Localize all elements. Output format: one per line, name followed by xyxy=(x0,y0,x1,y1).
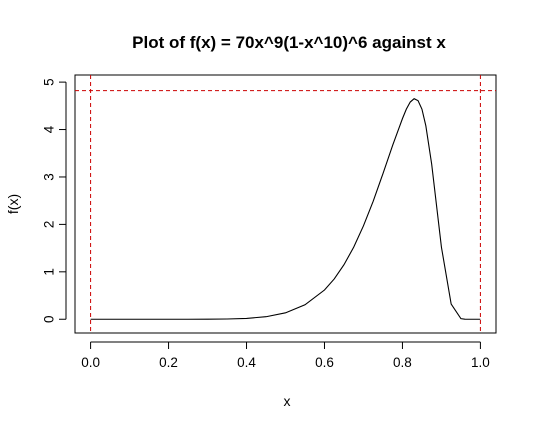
y-tick-label: 2 xyxy=(42,221,57,229)
x-tick-label: 0.2 xyxy=(159,355,178,370)
reference-lines xyxy=(75,75,496,333)
y-axis: 0 1 2 3 4 5 xyxy=(42,78,67,323)
chart-title: Plot of f(x) = 70x^9(1-x^10)^6 against x xyxy=(132,33,446,52)
x-tick-label: 0.4 xyxy=(237,355,256,370)
x-axis: 0.0 0.2 0.4 0.6 0.8 1.0 xyxy=(81,341,490,370)
series-line xyxy=(90,98,481,320)
x-tick-label: 0.6 xyxy=(315,355,334,370)
x-axis-label: x xyxy=(284,393,291,409)
y-tick-label: 0 xyxy=(42,315,57,323)
y-tick-label: 5 xyxy=(42,78,57,86)
x-tick-label: 0.8 xyxy=(393,355,412,370)
y-tick-label: 3 xyxy=(42,173,57,181)
x-tick-label: 1.0 xyxy=(471,355,490,370)
x-tick-label: 0.0 xyxy=(81,355,100,370)
y-tick-label: 4 xyxy=(42,125,57,133)
plot-frame xyxy=(74,74,497,334)
y-axis-label: f(x) xyxy=(5,194,21,214)
y-tick-label: 1 xyxy=(42,268,57,276)
